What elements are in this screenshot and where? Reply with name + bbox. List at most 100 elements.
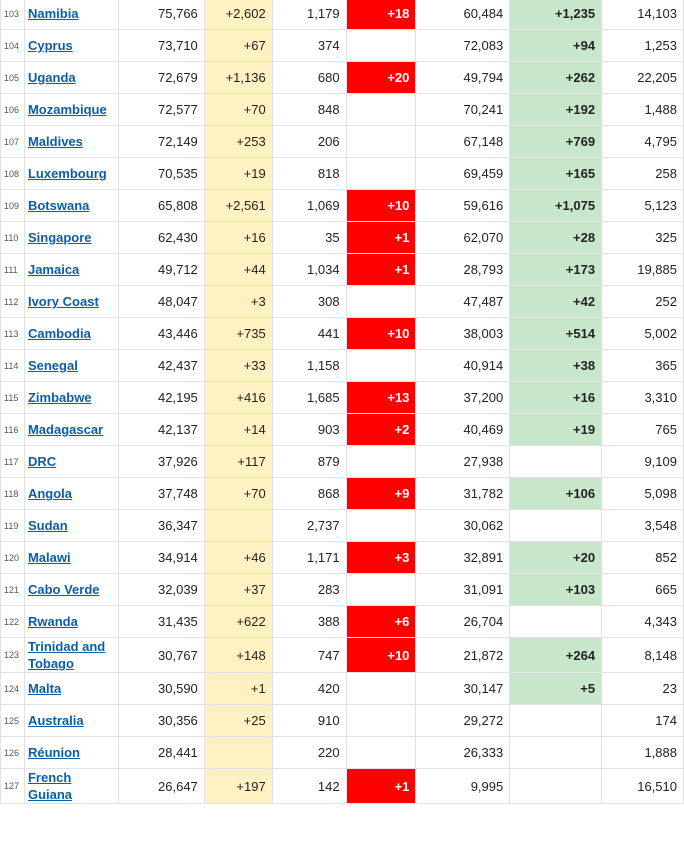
total-deaths-cell: 142 — [271, 768, 347, 804]
rank-cell: 117 — [0, 445, 25, 478]
new-recovered-cell — [509, 704, 603, 737]
total-recovered-cell: 40,914 — [415, 349, 511, 382]
total-deaths-cell: 879 — [271, 445, 347, 478]
table-row: 125 Australia 30,356 +25 910 29,272 174 — [0, 704, 684, 737]
table-row: 113 Cambodia 43,446 +735 441 +10 38,003 +514 5,0… — [0, 317, 684, 350]
total-deaths-cell: 206 — [271, 125, 347, 158]
country-link[interactable]: Australia — [27, 713, 84, 728]
active-cases-cell: 9,109 — [601, 445, 684, 478]
country-link[interactable]: Namibia — [27, 6, 79, 21]
country-link[interactable]: Luxembourg — [27, 166, 107, 181]
table-row: 109 Botswana 65,808 +2,561 1,069 +10 59,616 +1,… — [0, 189, 684, 222]
country-link[interactable]: Senegal — [27, 358, 78, 373]
new-cases-cell: +416 — [203, 381, 273, 414]
total-recovered-cell: 32,891 — [415, 541, 511, 574]
country-cell: Réunion — [23, 736, 119, 769]
new-recovered-cell — [509, 736, 603, 769]
country-link[interactable]: Cabo Verde — [27, 582, 100, 597]
active-cases-cell: 1,488 — [601, 93, 684, 126]
country-link[interactable]: Cyprus — [27, 38, 73, 53]
total-cases-cell: 32,039 — [117, 573, 205, 606]
new-cases-cell — [203, 736, 273, 769]
table-row: 112 Ivory Coast 48,047 +3 308 47,487 +42 252 — [0, 285, 684, 318]
total-cases-cell: 73,710 — [117, 29, 205, 62]
country-cell: Botswana — [23, 189, 119, 222]
new-deaths-cell — [345, 93, 417, 126]
rank-cell: 114 — [0, 349, 25, 382]
new-deaths-cell — [345, 349, 417, 382]
new-recovered-cell: +769 — [509, 125, 603, 158]
total-recovered-cell: 38,003 — [415, 317, 511, 350]
active-cases-cell: 4,343 — [601, 605, 684, 638]
country-link[interactable]: Ivory Coast — [27, 294, 99, 309]
total-cases-cell: 75,766 — [117, 0, 205, 30]
new-cases-cell: +70 — [203, 93, 273, 126]
rank-cell: 106 — [0, 93, 25, 126]
new-cases-cell: +67 — [203, 29, 273, 62]
country-link[interactable]: Cambodia — [27, 326, 91, 341]
country-link[interactable]: French Guiana — [27, 770, 73, 802]
active-cases-cell: 4,795 — [601, 125, 684, 158]
country-link[interactable]: DRC — [27, 454, 57, 469]
new-recovered-cell: +5 — [509, 672, 603, 705]
country-link[interactable]: Malawi — [27, 550, 71, 565]
total-cases-cell: 72,149 — [117, 125, 205, 158]
new-recovered-cell: +262 — [509, 61, 603, 94]
active-cases-cell: 1,888 — [601, 736, 684, 769]
country-cell: Madagascar — [23, 413, 119, 446]
total-recovered-cell: 26,704 — [415, 605, 511, 638]
rank-cell: 112 — [0, 285, 25, 318]
active-cases-cell: 19,885 — [601, 253, 684, 286]
new-deaths-cell: +1 — [345, 221, 417, 254]
country-link[interactable]: Botswana — [27, 198, 90, 213]
new-deaths-cell — [345, 672, 417, 705]
rank-cell: 107 — [0, 125, 25, 158]
country-link[interactable]: Madagascar — [27, 422, 104, 437]
country-link[interactable]: Maldives — [27, 134, 83, 149]
country-link[interactable]: Malta — [27, 681, 62, 696]
active-cases-cell: 22,205 — [601, 61, 684, 94]
country-cell: Australia — [23, 704, 119, 737]
rank-cell: 127 — [0, 768, 25, 804]
rank-cell: 113 — [0, 317, 25, 350]
new-cases-cell: +16 — [203, 221, 273, 254]
new-deaths-cell: +10 — [345, 189, 417, 222]
rank-cell: 119 — [0, 509, 25, 542]
rank-cell: 111 — [0, 253, 25, 286]
country-link[interactable]: Jamaica — [27, 262, 80, 277]
new-cases-cell: +44 — [203, 253, 273, 286]
country-link[interactable]: Réunion — [27, 745, 80, 760]
new-recovered-cell — [509, 509, 603, 542]
country-cell: Malawi — [23, 541, 119, 574]
rank-cell: 120 — [0, 541, 25, 574]
total-recovered-cell: 47,487 — [415, 285, 511, 318]
new-deaths-cell — [345, 509, 417, 542]
total-cases-cell: 70,535 — [117, 157, 205, 190]
new-recovered-cell: +19 — [509, 413, 603, 446]
country-link[interactable]: Uganda — [27, 70, 76, 85]
country-link[interactable]: Angola — [27, 486, 73, 501]
country-cell: DRC — [23, 445, 119, 478]
total-recovered-cell: 67,148 — [415, 125, 511, 158]
rank-cell: 121 — [0, 573, 25, 606]
country-link[interactable]: Rwanda — [27, 614, 78, 629]
new-cases-cell: +735 — [203, 317, 273, 350]
total-deaths-cell: 441 — [271, 317, 347, 350]
country-cell: Cyprus — [23, 29, 119, 62]
country-link[interactable]: Sudan — [27, 518, 68, 533]
country-link[interactable]: Trinidad and Tobago — [27, 639, 106, 671]
country-cell: Ivory Coast — [23, 285, 119, 318]
new-deaths-cell: +1 — [345, 768, 417, 804]
country-link[interactable]: Mozambique — [27, 102, 107, 117]
new-deaths-cell — [345, 736, 417, 769]
rank-cell: 105 — [0, 61, 25, 94]
country-link[interactable]: Singapore — [27, 230, 92, 245]
total-deaths-cell: 818 — [271, 157, 347, 190]
total-cases-cell: 42,437 — [117, 349, 205, 382]
total-deaths-cell: 910 — [271, 704, 347, 737]
new-deaths-cell — [345, 445, 417, 478]
total-cases-cell: 72,679 — [117, 61, 205, 94]
new-cases-cell: +25 — [203, 704, 273, 737]
new-cases-cell: +197 — [203, 768, 273, 804]
country-link[interactable]: Zimbabwe — [27, 390, 92, 405]
